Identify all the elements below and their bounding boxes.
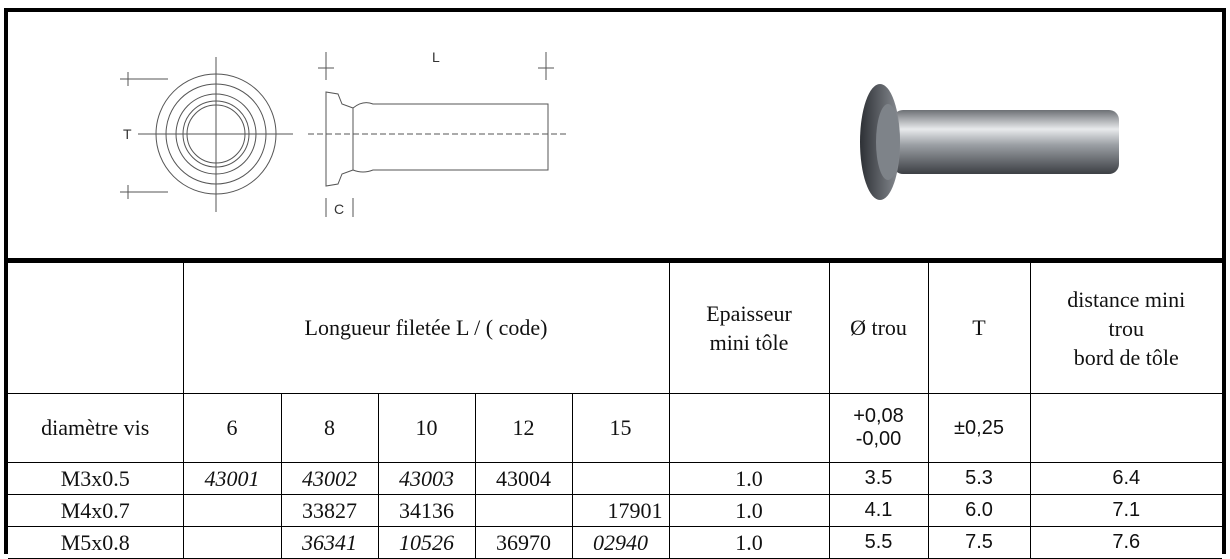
cell — [572, 463, 669, 495]
dim-label: T — [123, 126, 132, 142]
page: html, body { margin: 0; padding: 0; back… — [0, 0, 1230, 554]
cell: 43002 — [281, 463, 378, 495]
cell: Ø trou — [829, 263, 928, 394]
dim-label: C — [334, 201, 344, 217]
line: -0,00 — [830, 428, 928, 451]
page-body: {"drawing": {"labels": ["T", "L", "C"]},… — [0, 0, 1230, 554]
cell: M4x0.7 — [8, 495, 183, 527]
cell: 33827 — [281, 495, 378, 527]
cell: 5.3 — [928, 463, 1030, 495]
cell: 1.0 — [669, 463, 829, 495]
dim-label: L — [432, 49, 440, 65]
cell: diamètre vis — [8, 394, 183, 463]
cell: 6.4 — [1030, 463, 1222, 495]
cell: 15 — [572, 394, 669, 463]
cell — [1030, 394, 1222, 463]
cell — [475, 495, 572, 527]
cell: 43001 — [183, 463, 281, 495]
side-view — [308, 52, 568, 217]
cell: 1.0 — [669, 495, 829, 527]
cell: 6 — [183, 394, 281, 463]
line: +0,08 — [830, 405, 928, 428]
line: mini tôle — [670, 328, 829, 357]
cell: 34136 — [378, 495, 475, 527]
cell — [8, 263, 183, 394]
cell — [183, 495, 281, 527]
figure: T L C — [8, 12, 1222, 262]
line: trou — [1031, 314, 1223, 343]
row: M3x0.5 43001 43002 43003 43004 1.0 3.5 5… — [8, 463, 1222, 495]
line: bord de tôle — [1031, 343, 1223, 372]
cell: 17901 — [572, 495, 669, 527]
cell: 12 — [475, 394, 572, 463]
cell: 10 — [378, 394, 475, 463]
line: distance mini — [1031, 285, 1223, 314]
cell: 4.1 — [829, 495, 928, 527]
subheader-row: diamètre vis 6 8 10 12 15 +0,08-0,00 ±0,… — [8, 394, 1222, 463]
sheet: T L C Longueur filetée L / ( code) Epais… — [4, 8, 1226, 554]
cell: Longueur filetée L / ( code) — [183, 263, 669, 394]
cell: 6.0 — [928, 495, 1030, 527]
row: M4x0.7 33827 34136 17901 1.0 4.1 6.0 7.1 — [8, 495, 1222, 527]
cell — [669, 394, 829, 463]
front-view — [120, 57, 293, 212]
cell: 3.5 — [829, 463, 928, 495]
photo — [860, 84, 1119, 200]
cell: +0,08-0,00 — [829, 394, 928, 463]
cell: M3x0.5 — [8, 463, 183, 495]
cell: 43003 — [378, 463, 475, 495]
cell: 8 — [281, 394, 378, 463]
cell: T — [928, 263, 1030, 394]
cell: 7.1 — [1030, 495, 1222, 527]
cell: ±0,25 — [928, 394, 1030, 463]
cell: 43004 — [475, 463, 572, 495]
drawings: T L C — [8, 12, 1222, 258]
line: Epaisseur — [670, 299, 829, 328]
